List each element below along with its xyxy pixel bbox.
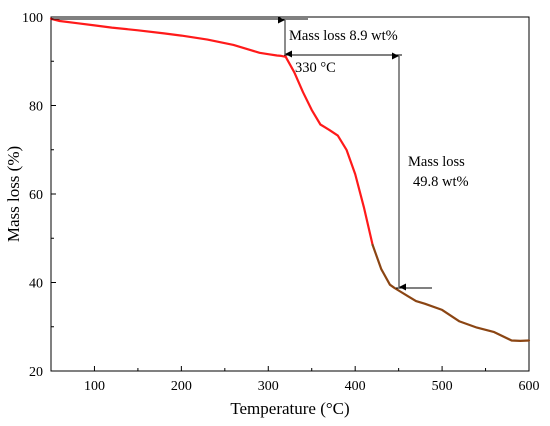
y-tick-label: 80 bbox=[29, 100, 43, 115]
annotation-lines bbox=[51, 16, 432, 291]
annotation-temperature-mark: 330 °C bbox=[295, 60, 336, 76]
series-layer bbox=[49, 17, 531, 342]
series-line-1 bbox=[49, 17, 287, 58]
annotation-mass-loss-2-line2: 49.8 wt% bbox=[413, 174, 469, 190]
plot-frame bbox=[50, 16, 530, 372]
annotation-mass-loss-1: Mass loss 8.9 wt% bbox=[289, 28, 398, 44]
x-tick-label: 100 bbox=[84, 379, 105, 394]
series-line-3 bbox=[371, 243, 531, 342]
x-tick-label: 200 bbox=[171, 379, 192, 394]
y-tick-label: 20 bbox=[29, 365, 43, 380]
x-tick-label: 300 bbox=[258, 379, 279, 394]
x-tick-label: 400 bbox=[345, 379, 366, 394]
y-tick-label: 60 bbox=[29, 188, 43, 203]
x-tick-label: 600 bbox=[519, 379, 540, 394]
x-tick-label: 500 bbox=[432, 379, 453, 394]
x-axis-label: Temperature (°C) bbox=[230, 399, 349, 418]
y-tick-label: 40 bbox=[29, 277, 43, 292]
annotation-mass-loss-2-line1: Mass loss bbox=[408, 154, 465, 170]
tick-labels: 100 200 300 400 500 600 20 40 60 80 100 bbox=[22, 11, 540, 394]
y-axis-label: Mass loss (%) bbox=[4, 146, 23, 242]
y-tick-label: 100 bbox=[22, 11, 43, 26]
axis-ticks bbox=[51, 16, 530, 372]
series-line-2 bbox=[284, 55, 374, 246]
